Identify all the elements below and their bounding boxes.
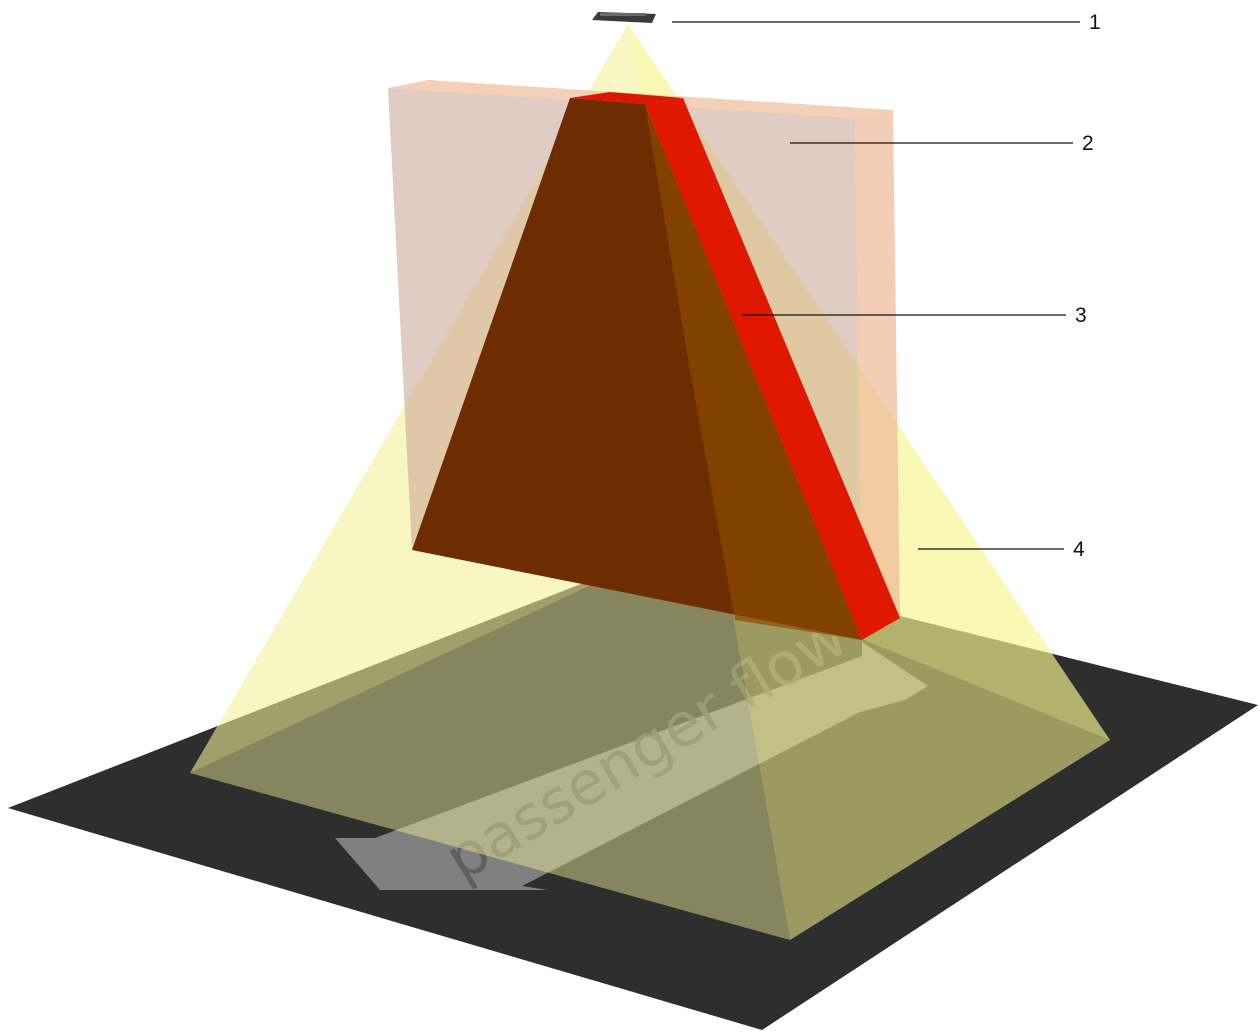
sensor-device-highlight [600, 13, 646, 16]
callout-1-label: 1 [1089, 11, 1101, 34]
callout-2-label: 2 [1082, 132, 1094, 155]
callout-3-label: 3 [1075, 304, 1087, 327]
detection-edge-strip [645, 98, 900, 640]
callout-4-label: 4 [1073, 538, 1085, 561]
sensor-plane-side [855, 110, 900, 640]
detection-edge-strip-top [570, 92, 683, 104]
